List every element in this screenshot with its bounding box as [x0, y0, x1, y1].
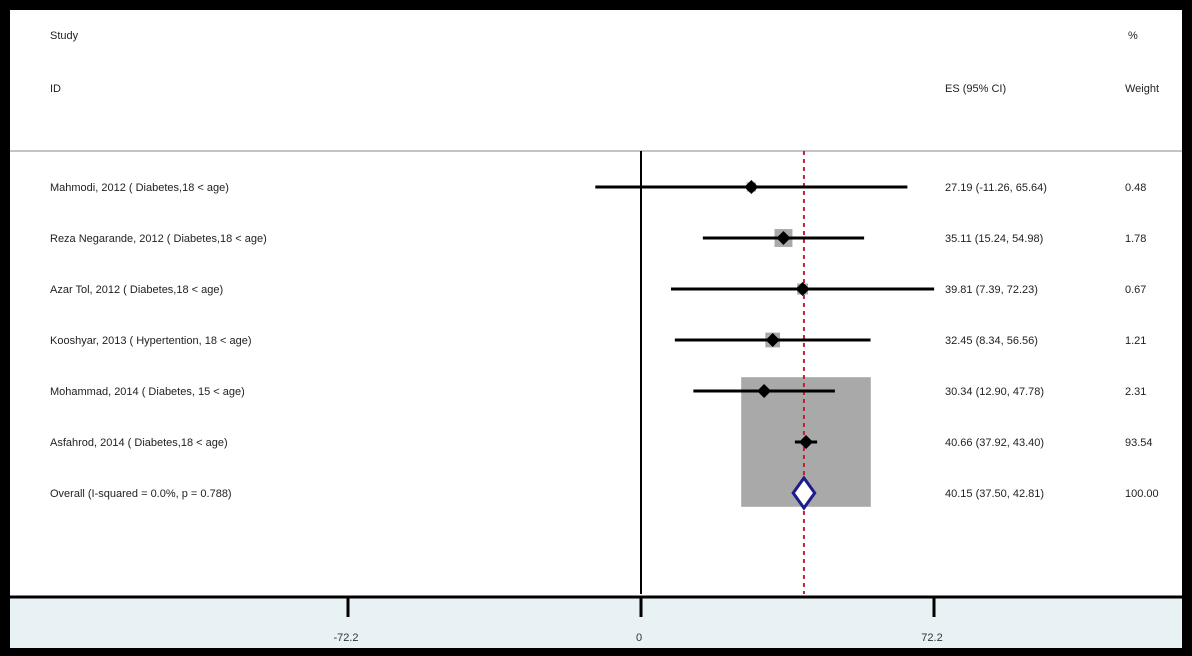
- weight-value: 0.48: [1125, 182, 1146, 194]
- weight-value: 1.78: [1125, 233, 1146, 245]
- id-header: ID: [50, 83, 61, 95]
- x-tick-label: 72.2: [921, 632, 942, 644]
- study-header: Study: [50, 30, 79, 42]
- overall-es-ci-value: 40.15 (37.50, 42.81): [945, 488, 1044, 500]
- study-label: Reza Negarande, 2012 ( Diabetes,18 < age…: [50, 233, 267, 245]
- es-ci-header: ES (95% CI): [945, 83, 1007, 95]
- overall-diamond: [791, 475, 817, 511]
- es-ci-value: 32.45 (8.34, 56.56): [945, 335, 1038, 347]
- weight-header: Weight: [1125, 83, 1160, 95]
- x-tick-label: -72.2: [333, 632, 358, 644]
- point-estimate: [744, 180, 759, 194]
- study-label: Asfahrod, 2014 ( Diabetes,18 < age): [50, 437, 228, 449]
- weight-value: 2.31: [1125, 386, 1146, 398]
- weight-value: 1.21: [1125, 335, 1146, 347]
- study-label: Mohammad, 2014 ( Diabetes, 15 < age): [50, 386, 245, 398]
- study-label: Kooshyar, 2013 ( Hypertention, 18 < age): [50, 335, 252, 347]
- study-label: Azar Tol, 2012 ( Diabetes,18 < age): [50, 284, 223, 296]
- study-label: Mahmodi, 2012 ( Diabetes,18 < age): [50, 182, 229, 194]
- es-ci-value: 27.19 (-11.26, 65.64): [945, 182, 1047, 194]
- es-ci-value: 39.81 (7.39, 72.23): [945, 284, 1038, 296]
- point-estimate: [765, 333, 780, 347]
- es-ci-value: 35.11 (15.24, 54.98): [945, 233, 1043, 245]
- x-tick-label: 0: [636, 632, 642, 644]
- es-ci-value: 30.34 (12.90, 47.78): [945, 386, 1044, 398]
- weight-value: 0.67: [1125, 284, 1146, 296]
- percent-header: %: [1128, 30, 1138, 42]
- es-ci-value: 40.66 (37.92, 43.40): [945, 437, 1044, 449]
- point-estimate: [799, 435, 814, 449]
- forest-plot-frame: Study ID ES (95% CI) % Weight Mahmodi, 2…: [10, 10, 1182, 648]
- overall-weight-value: 100.00: [1125, 488, 1159, 500]
- forest-plot-svg: Mahmodi, 2012 ( Diabetes,18 < age) 27.19 …: [10, 150, 1182, 648]
- point-estimate: [795, 282, 810, 296]
- point-estimate: [757, 384, 772, 398]
- point-estimate: [776, 231, 791, 245]
- x-axis-band: [10, 597, 1182, 648]
- weight-value: 93.54: [1125, 437, 1153, 449]
- overall-label: Overall (I-squared = 0.0%, p = 0.788): [50, 488, 232, 500]
